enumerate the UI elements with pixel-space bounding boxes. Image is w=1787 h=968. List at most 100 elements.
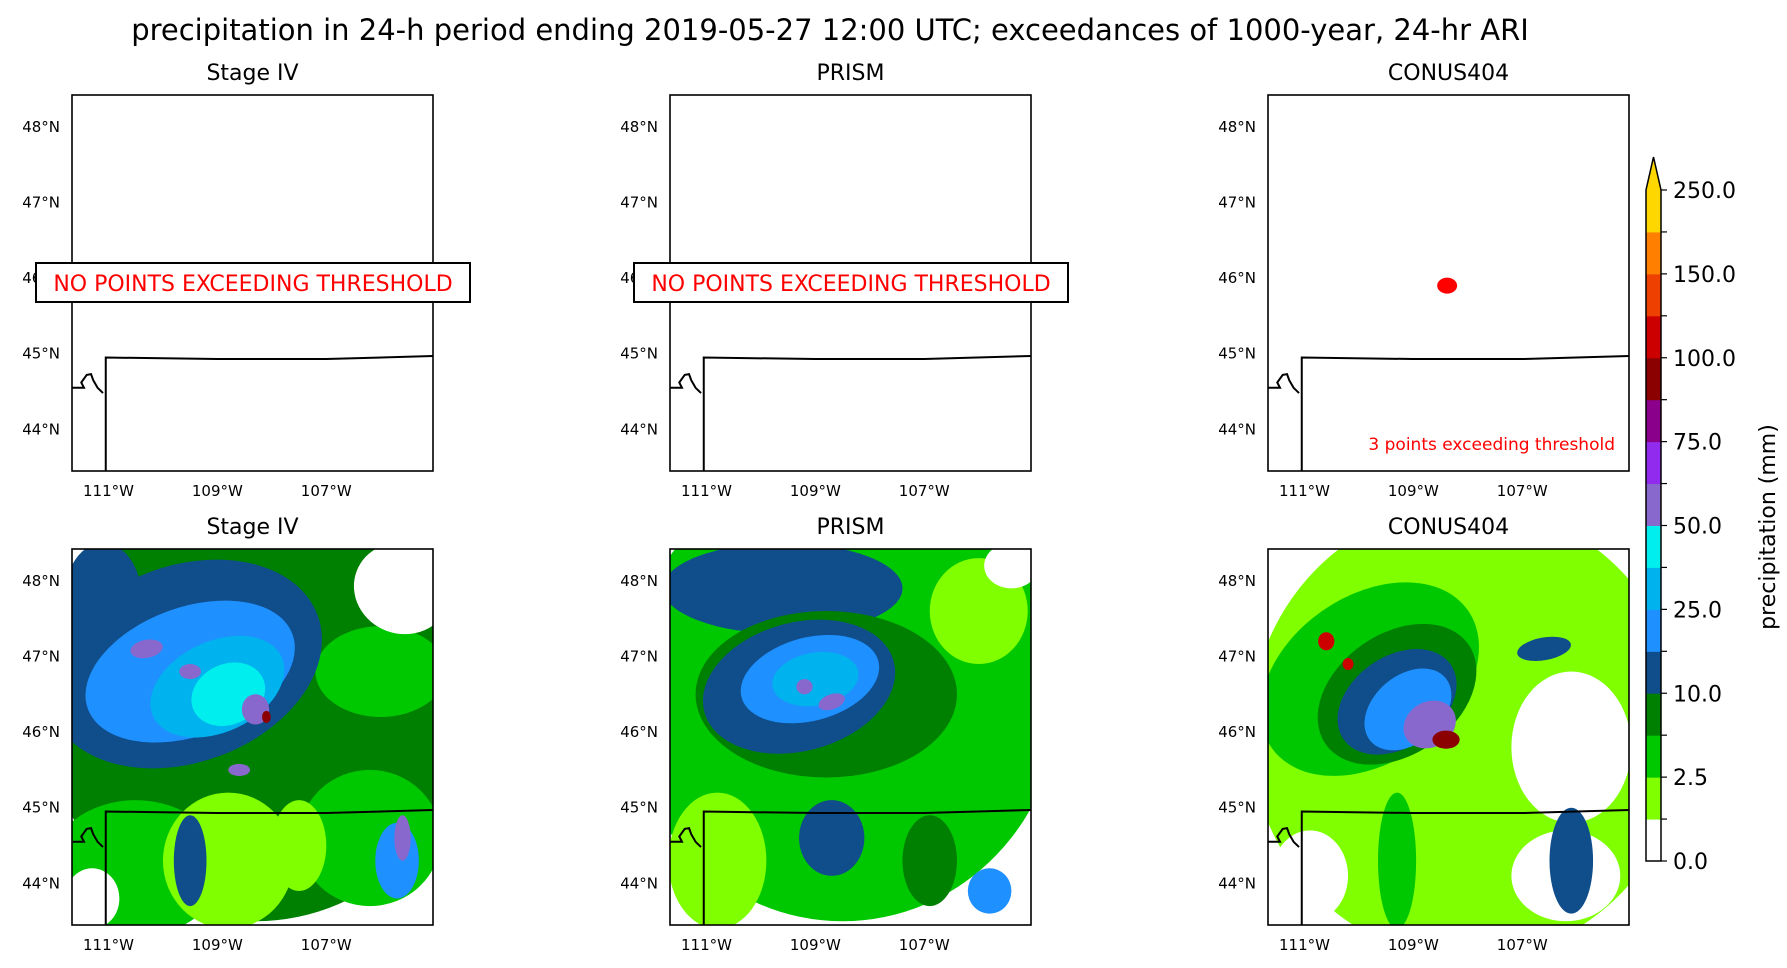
lat-tick-label: 45°N bbox=[22, 345, 60, 363]
precip-contour bbox=[967, 868, 1012, 914]
state-border bbox=[1300, 355, 1629, 471]
panel-title: CONUS404 bbox=[1388, 61, 1509, 86]
colorbar-tick-label: 2.5 bbox=[1673, 766, 1708, 791]
map-frame bbox=[1267, 548, 1630, 926]
precip-contour bbox=[72, 549, 142, 649]
precip-contour bbox=[772, 651, 859, 707]
precip-contour bbox=[902, 815, 957, 907]
lat-tick-label: 48°N bbox=[1218, 118, 1256, 136]
colorbar-segment bbox=[1646, 315, 1661, 359]
map-area bbox=[1268, 549, 1629, 925]
lat-tick-label: 48°N bbox=[1218, 572, 1256, 590]
lon-tick-label: 107°W bbox=[1497, 482, 1548, 500]
state-border bbox=[702, 809, 1031, 925]
precip-contour bbox=[796, 679, 813, 695]
lat-tick-label: 47°N bbox=[620, 193, 658, 211]
lat-tick-label: 44°N bbox=[1218, 420, 1256, 438]
lat-tick-label: 48°N bbox=[22, 572, 60, 590]
lat-tick-label: 44°N bbox=[22, 874, 60, 892]
colorbar-segment bbox=[1646, 483, 1661, 526]
precip-contour bbox=[1271, 830, 1349, 922]
precip-contour bbox=[130, 639, 163, 659]
colorbar-segment bbox=[1646, 190, 1661, 233]
precip-contour bbox=[984, 549, 1031, 589]
lat-tick-label: 47°N bbox=[620, 647, 658, 665]
lon-tick-label: 109°W bbox=[790, 482, 841, 500]
map-panel-stage-iv-precipitation: Stage IV 48°N 47°N 46°N 45°N 44°N 111°W 109°W 10… bbox=[22, 515, 434, 954]
lat-tick-label: 47°N bbox=[1218, 647, 1256, 665]
panel-title: PRISM bbox=[817, 61, 885, 86]
lat-tick-label: 45°N bbox=[620, 799, 658, 817]
colorbar-tick-label: 250.0 bbox=[1673, 179, 1736, 204]
lon-tick-label: 111°W bbox=[1279, 936, 1330, 954]
colorbar-segment bbox=[1646, 609, 1661, 652]
colorbar-segment bbox=[1646, 525, 1661, 568]
lat-tick-label: 48°N bbox=[22, 118, 60, 136]
colorbar-tick-label: 10.0 bbox=[1673, 682, 1722, 707]
state-border bbox=[670, 827, 702, 848]
colorbar-tick-label: 25.0 bbox=[1673, 598, 1722, 623]
state-border bbox=[72, 827, 104, 848]
colorbar-outline bbox=[1645, 156, 1662, 862]
precip-contour bbox=[1511, 671, 1629, 823]
lat-tick-label: 48°N bbox=[620, 118, 658, 136]
lat-tick-label: 44°N bbox=[22, 420, 60, 438]
map-panel-prism-exceedance: PRISM48°N47°N46°N45°N44°N111°W109°W107°W… bbox=[620, 61, 1069, 500]
map-panel-conus404-exceedance: CONUS404 48°N 47°N 46°N 45°N 44°N 111°W 109°W 10… bbox=[1218, 61, 1630, 500]
panel-title: PRISM bbox=[817, 515, 885, 540]
threshold-note: NO POINTS EXCEEDING THRESHOLD bbox=[53, 272, 452, 297]
colorbar-segment bbox=[1646, 567, 1661, 610]
lat-tick-label: 46°N bbox=[620, 723, 658, 741]
lat-tick-label: 44°N bbox=[620, 874, 658, 892]
state-border bbox=[670, 373, 702, 394]
precip-contour bbox=[1377, 792, 1417, 925]
precip-contour bbox=[818, 693, 845, 711]
lon-tick-label: 107°W bbox=[899, 482, 950, 500]
lon-tick-label: 109°W bbox=[790, 936, 841, 954]
panel-title: CONUS404 bbox=[1388, 515, 1509, 540]
state-border bbox=[104, 809, 433, 925]
colorbar-segment bbox=[1646, 441, 1661, 485]
precip-contour bbox=[228, 763, 251, 776]
colorbar-tick-label: 100.0 bbox=[1673, 347, 1736, 372]
map-area bbox=[1268, 95, 1629, 471]
state-border bbox=[1268, 373, 1300, 394]
precip-contour bbox=[173, 815, 207, 907]
map-area bbox=[670, 549, 1031, 925]
lon-tick-label: 107°W bbox=[899, 936, 950, 954]
colorbar-segment bbox=[1646, 819, 1661, 862]
map-area bbox=[72, 549, 433, 925]
colorbar-tick-label: 75.0 bbox=[1673, 431, 1722, 456]
lon-tick-label: 109°W bbox=[1388, 936, 1439, 954]
lat-tick-label: 44°N bbox=[1218, 874, 1256, 892]
figure-title: precipitation in 24-h period ending 2019… bbox=[131, 13, 1529, 47]
lon-tick-label: 111°W bbox=[1279, 482, 1330, 500]
map-frame bbox=[669, 548, 1032, 926]
precip-contour bbox=[1549, 807, 1594, 914]
lat-tick-label: 45°N bbox=[1218, 799, 1256, 817]
precip-contour bbox=[271, 800, 327, 891]
panel-title: Stage IV bbox=[206, 515, 298, 540]
state-border bbox=[104, 355, 433, 471]
lat-tick-label: 47°N bbox=[22, 647, 60, 665]
lon-tick-label: 111°W bbox=[681, 482, 732, 500]
colorbar-segment bbox=[1646, 693, 1661, 736]
lat-tick-label: 46°N bbox=[1218, 269, 1256, 287]
map-frame bbox=[71, 548, 434, 926]
precip-contour bbox=[670, 792, 767, 925]
state-border bbox=[1300, 809, 1629, 925]
colorbar-segment bbox=[1646, 231, 1661, 275]
colorbar-segment bbox=[1646, 651, 1661, 694]
colorbar-segment bbox=[1646, 735, 1661, 778]
lat-tick-label: 45°N bbox=[1218, 345, 1256, 363]
lat-tick-label: 46°N bbox=[1218, 723, 1256, 741]
lat-tick-label: 45°N bbox=[620, 345, 658, 363]
lon-tick-label: 111°W bbox=[681, 936, 732, 954]
colorbar-segment bbox=[1646, 357, 1661, 401]
colorbar: 0.0 2.5 10.0 25.0 50.0 75.0 100.0 150.0 250.0 pre… bbox=[1645, 156, 1781, 875]
lon-tick-label: 109°W bbox=[1388, 482, 1439, 500]
colorbar-segment bbox=[1646, 777, 1661, 820]
lat-tick-label: 47°N bbox=[22, 193, 60, 211]
colorbar-tick-label: 150.0 bbox=[1673, 263, 1736, 288]
